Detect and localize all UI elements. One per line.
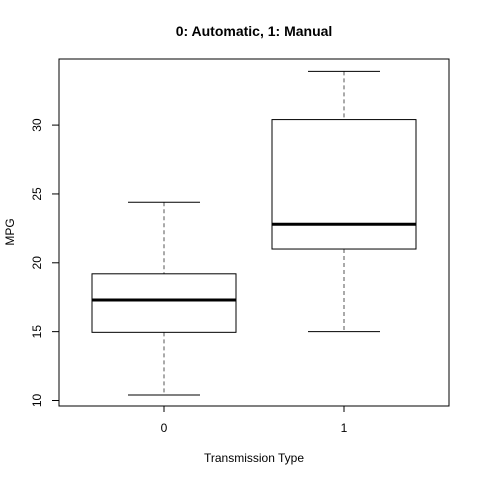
x-tick-label: 1 [341, 421, 348, 435]
plot-marks: 0 1 10 15 20 25 30 [30, 70, 417, 435]
y-tick-label: 25 [30, 187, 44, 201]
x-axis-title: Transmission Type [204, 451, 304, 465]
y-tick-label: 20 [30, 256, 44, 270]
y-tick-label: 30 [30, 118, 44, 132]
box [91, 273, 237, 333]
y-tick-label: 10 [30, 393, 44, 407]
box [271, 119, 417, 250]
y-axis-title: MPG [3, 218, 17, 245]
chart-title: 0: Automatic, 1: Manual [176, 23, 333, 39]
y-tick-label: 15 [30, 325, 44, 339]
x-tick-label: 0 [161, 421, 168, 435]
